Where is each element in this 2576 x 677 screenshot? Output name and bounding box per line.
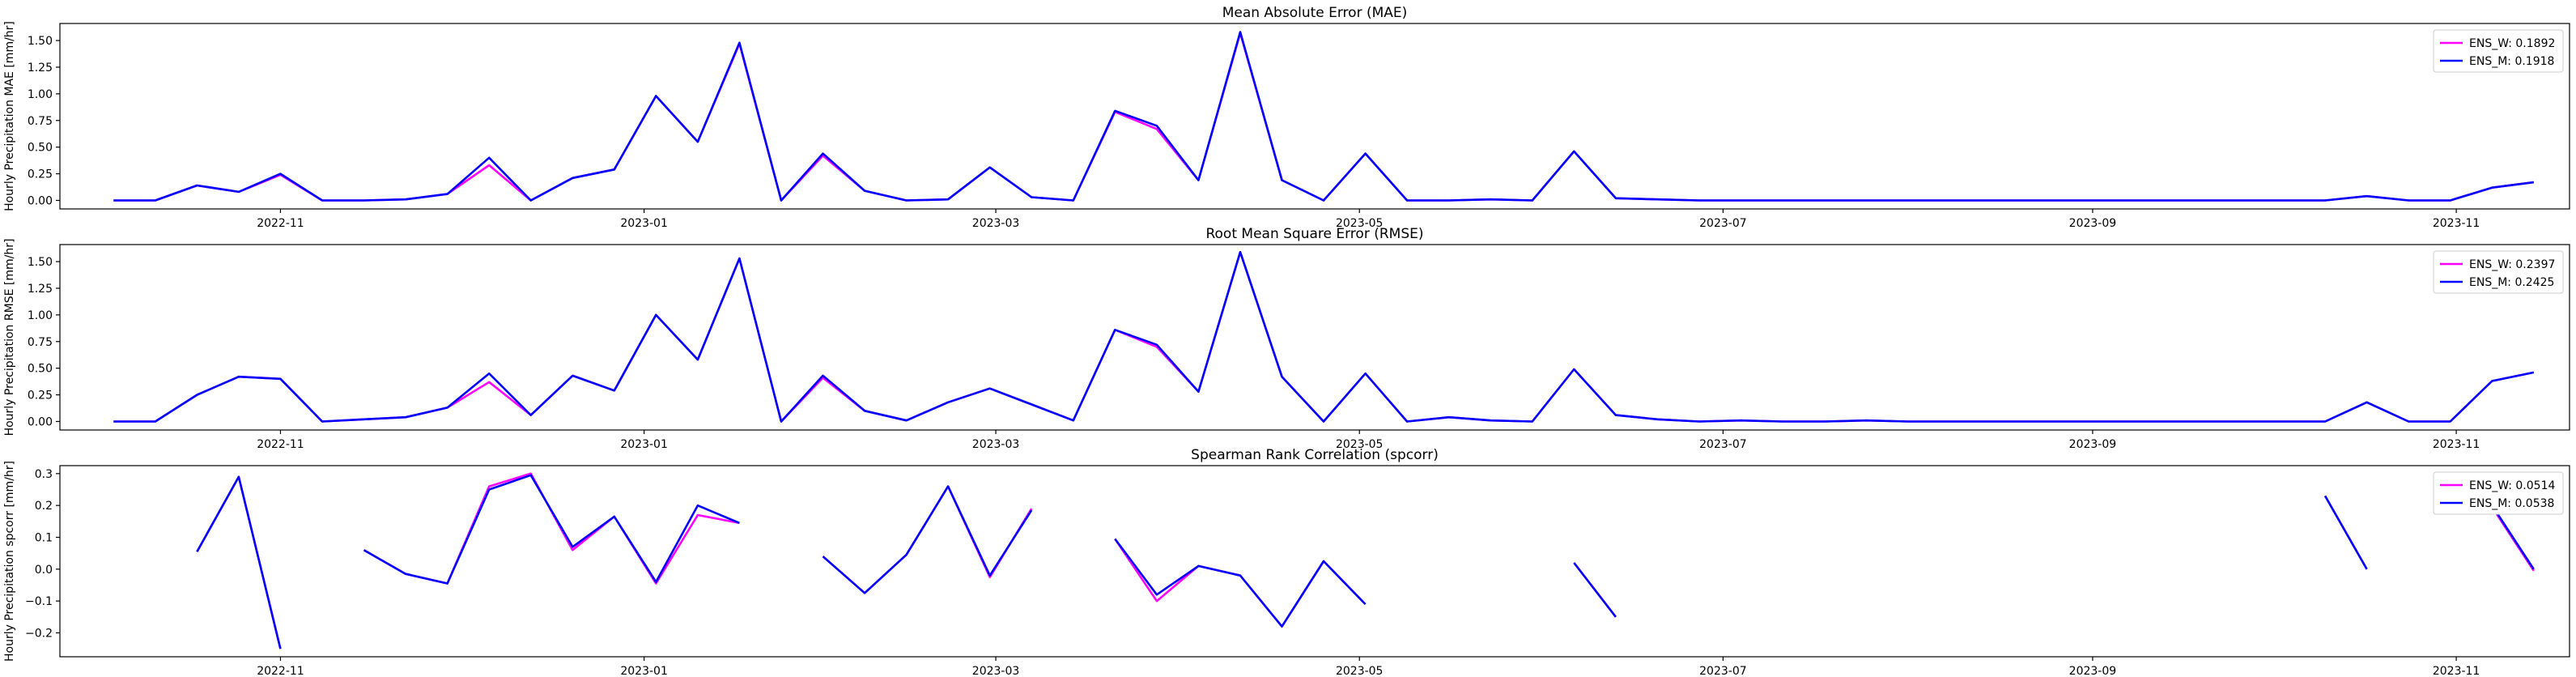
x-tick-label: 2023-05 bbox=[1336, 438, 1384, 451]
y-tick-label: 1.25 bbox=[28, 283, 53, 296]
y-tick-label: 1.50 bbox=[28, 35, 53, 48]
y-tick-label: 0.0 bbox=[35, 564, 53, 577]
x-tick-label: 2023-03 bbox=[972, 217, 1020, 230]
plot-frame bbox=[59, 244, 2570, 431]
plot-frame bbox=[59, 465, 2570, 658]
y-tick-label: 0.50 bbox=[28, 363, 53, 376]
x-tick-label: 2023-11 bbox=[2433, 665, 2480, 677]
legend-label: ENS_W: 0.2397 bbox=[2469, 258, 2555, 271]
y-tick-label: 1.25 bbox=[28, 62, 53, 75]
x-tick-label: 2023-09 bbox=[2069, 665, 2117, 677]
legend-box bbox=[2433, 471, 2564, 515]
series-line-2 bbox=[113, 250, 2535, 423]
series-line-2 bbox=[822, 485, 1033, 594]
series-line-2 bbox=[1573, 562, 1617, 618]
plot-frame bbox=[59, 23, 2570, 210]
series-line-2 bbox=[113, 31, 2534, 202]
x-tick-label: 2022-11 bbox=[257, 438, 304, 451]
chart-title: Spearman Rank Correlation (spcorr) bbox=[1191, 447, 1439, 463]
y-tick-label: −0.1 bbox=[25, 595, 53, 608]
x-tick-label: 2022-11 bbox=[257, 217, 304, 230]
x-tick-label: 2023-01 bbox=[620, 665, 668, 677]
series-line-2 bbox=[1114, 538, 1367, 628]
x-tick-label: 2023-11 bbox=[2433, 438, 2480, 451]
x-tick-label: 2023-07 bbox=[1699, 665, 1747, 677]
y-tick-label: 1.50 bbox=[28, 256, 53, 269]
x-tick-label: 2023-01 bbox=[620, 217, 668, 230]
series-line-2 bbox=[2323, 495, 2368, 570]
x-tick-label: 2023-07 bbox=[1699, 217, 1747, 230]
legend-label: ENS_M: 0.0538 bbox=[2469, 497, 2554, 510]
y-tick-label: 0.75 bbox=[28, 336, 53, 349]
series-line-1 bbox=[113, 250, 2535, 423]
y-axis-label: Hourly Precipitation RMSE [mm/hr] bbox=[3, 239, 16, 436]
y-axis-label: Hourly Precipitation spcorr [mm/hr] bbox=[3, 461, 16, 662]
y-tick-label: 1.00 bbox=[28, 88, 53, 101]
x-tick-label: 2023-09 bbox=[2069, 438, 2117, 451]
y-tick-label: −0.2 bbox=[25, 628, 53, 641]
x-tick-label: 2023-07 bbox=[1699, 438, 1747, 451]
x-tick-label: 2023-09 bbox=[2069, 217, 2117, 230]
series-line-1 bbox=[822, 485, 1033, 594]
legend-label: ENS_W: 0.1892 bbox=[2469, 37, 2555, 50]
x-tick-label: 2022-11 bbox=[257, 665, 304, 677]
x-tick-label: 2023-01 bbox=[620, 438, 668, 451]
series-line-2 bbox=[196, 475, 282, 649]
y-tick-label: 0.75 bbox=[28, 115, 53, 128]
y-axis-label: Hourly Precipitation MAE [mm/hr] bbox=[3, 21, 16, 211]
y-tick-label: 1.00 bbox=[28, 309, 53, 322]
series-line-2 bbox=[2491, 505, 2535, 570]
series-line-1 bbox=[113, 32, 2534, 202]
series-line-2 bbox=[363, 474, 740, 585]
y-tick-label: 0.3 bbox=[35, 468, 53, 481]
x-tick-label: 2023-03 bbox=[972, 438, 1020, 451]
y-tick-label: 0.00 bbox=[28, 415, 53, 428]
y-tick-label: 0.00 bbox=[28, 194, 53, 207]
y-tick-label: 0.1 bbox=[35, 532, 53, 545]
series-line-1 bbox=[196, 475, 282, 649]
legend-label: ENS_M: 0.2425 bbox=[2469, 276, 2554, 289]
y-tick-label: 0.25 bbox=[28, 168, 53, 181]
y-tick-label: 0.50 bbox=[28, 142, 53, 155]
x-tick-label: 2023-03 bbox=[972, 665, 1020, 677]
legend-box bbox=[2433, 250, 2564, 294]
x-tick-label: 2023-05 bbox=[1336, 217, 1384, 230]
y-tick-label: 0.25 bbox=[28, 390, 53, 402]
x-tick-label: 2023-11 bbox=[2433, 217, 2480, 230]
series-line-1 bbox=[363, 472, 740, 585]
legend-label: ENS_W: 0.0514 bbox=[2469, 479, 2555, 492]
y-tick-label: 0.2 bbox=[35, 500, 53, 513]
legend-box bbox=[2433, 29, 2564, 73]
legend-label: ENS_M: 0.1918 bbox=[2469, 55, 2554, 68]
chart-title: Mean Absolute Error (MAE) bbox=[1222, 5, 1408, 21]
series-line-1 bbox=[1114, 538, 1367, 628]
chart-title: Root Mean Square Error (RMSE) bbox=[1205, 226, 1423, 242]
x-tick-label: 2023-05 bbox=[1336, 665, 1384, 677]
